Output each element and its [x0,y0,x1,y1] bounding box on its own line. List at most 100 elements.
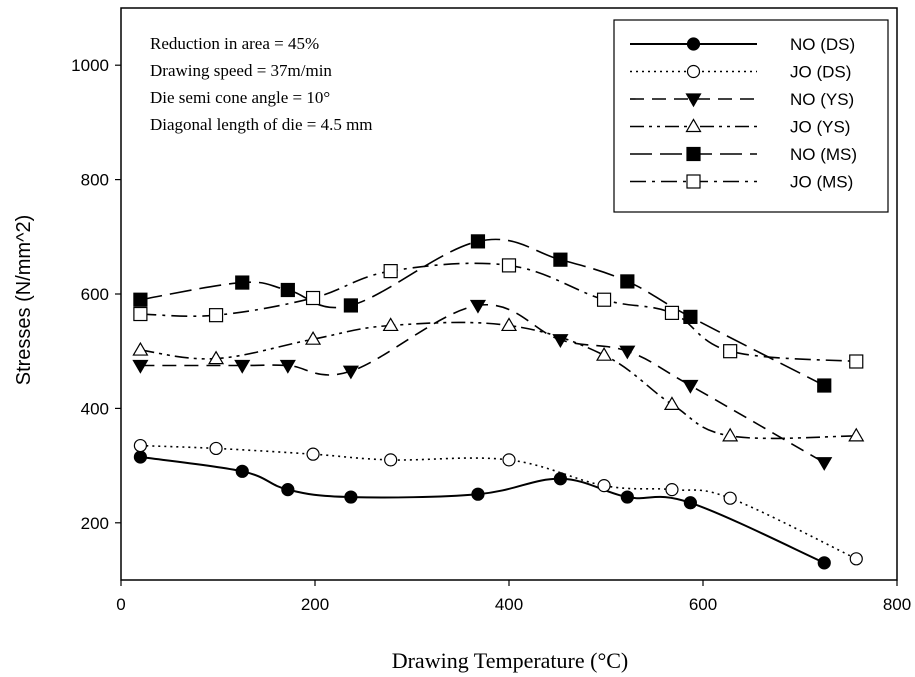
data-point [133,306,148,322]
data-point [596,292,612,307]
data-point [469,299,487,314]
data-point [343,298,358,313]
data-point [596,347,613,361]
data-point [619,345,636,360]
data-point [502,453,516,467]
legend-item: NO (YS) [630,90,854,109]
x-tick-label: 400 [495,595,523,614]
series-line [140,321,857,440]
legend-item: JO (DS) [630,63,851,82]
data-point [342,365,359,380]
data-point [132,341,149,356]
data-point [500,317,518,332]
y-tick-label: 800 [81,171,109,190]
data-point [683,496,697,510]
data-point [848,427,865,442]
data-point [620,274,635,289]
data-point [209,441,223,456]
data-point [471,487,485,501]
data-point [501,258,517,273]
annotation-angle: Die semi cone angle = 10° [150,88,330,107]
annotation-reduction: Reduction in area = 45% [150,34,319,53]
legend-item: JO (MS) [630,173,853,192]
legend-item: NO (MS) [630,145,857,164]
data-point [682,379,699,394]
data-point [849,552,863,566]
data-point [470,234,486,249]
series-line [140,444,857,560]
x-tick-label: 600 [689,595,717,614]
legend-marker [686,64,701,79]
series-no-ms [133,234,832,393]
data-point [344,490,358,504]
x-tick-label: 800 [883,595,911,614]
legend-marker [686,174,701,189]
data-point [620,490,634,504]
annotation-diagonal: Diagonal length of die = 4.5 mm [150,115,373,134]
data-point [133,450,147,464]
legend-label: JO (YS) [790,118,850,137]
data-point [664,305,680,320]
data-point [384,453,398,467]
x-axis-title: Drawing Temperature (°C) [392,648,629,673]
y-tick-label: 600 [81,285,109,304]
series-line [140,303,825,464]
data-point [553,252,568,267]
series-no-ys [132,299,833,471]
data-point [849,354,864,369]
legend-marker [685,93,702,108]
y-tick-label: 400 [81,399,109,418]
legend-label: JO (MS) [790,173,853,192]
y-tick-label: 1000 [71,56,109,75]
legend-label: NO (DS) [790,35,855,54]
data-point [305,290,321,306]
data-point [723,344,738,359]
legend-label: NO (YS) [790,90,854,109]
data-point [133,292,148,307]
y-tick-label: 200 [81,514,109,533]
data-point [279,359,296,374]
legend-item: JO (YS) [630,118,850,137]
series-no-ds [133,450,831,570]
data-point [723,491,737,505]
data-point [665,483,679,497]
data-point [305,330,322,345]
y-axis-title: Stresses (N/mm^2) [13,215,35,386]
data-point [553,472,568,486]
legend-label: JO (DS) [790,63,851,82]
annotation-block: Reduction in area = 45% Drawing speed = … [150,34,373,134]
legend-label: NO (MS) [790,145,857,164]
series-jo-ys [132,317,865,442]
data-point [281,483,295,497]
legend-box [613,19,889,213]
data-point [208,350,225,365]
x-tick-label: 200 [301,595,329,614]
series-layer [132,234,865,570]
data-point [208,308,224,323]
data-point [382,317,399,332]
data-point [133,438,147,453]
axis-ticks: 0 200 400 600 800 200 400 600 800 1000 [71,56,911,614]
data-point [235,275,250,290]
data-point [816,457,833,471]
x-tick-label: 0 [116,595,125,614]
legend-marker [685,118,702,133]
data-point [683,309,698,324]
annotation-speed: Drawing speed = 37m/min [150,61,332,80]
data-point [235,464,249,478]
data-point [817,378,832,393]
legend-marker [686,37,701,51]
series-jo-ds [133,438,863,566]
data-point [234,359,251,374]
series-jo-ms [133,258,864,369]
data-point [817,556,831,570]
data-point [132,359,149,374]
legend-marker [686,146,701,162]
data-point [383,264,398,279]
data-point [597,479,611,493]
data-point [722,427,739,442]
legend-item: NO (DS) [630,35,855,54]
data-point [306,447,320,461]
data-point [280,282,295,298]
